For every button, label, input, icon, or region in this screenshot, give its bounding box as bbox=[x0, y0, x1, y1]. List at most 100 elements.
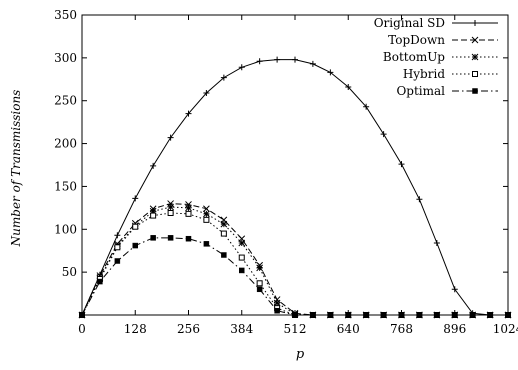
series-line-optimal bbox=[81, 237, 508, 316]
data-point-bottomup bbox=[203, 210, 210, 218]
data-point-original-sd bbox=[256, 58, 263, 65]
data-point-hybrid bbox=[150, 212, 157, 219]
series-hybrid bbox=[79, 210, 511, 318]
data-point-optimal bbox=[292, 312, 298, 318]
axes: 0 128 256 384 512 640 768 896 1024 50 100 150 200 250… bbox=[54, 8, 518, 336]
data-point-hybrid bbox=[220, 230, 227, 237]
data-point-optimal bbox=[185, 235, 192, 242]
data-point-optimal bbox=[434, 312, 440, 318]
data-point-original-sd bbox=[150, 162, 157, 169]
data-point-optimal bbox=[345, 312, 351, 318]
legend-label-hybrid: Hybrid bbox=[403, 67, 446, 81]
x-tick-label: 128 bbox=[124, 322, 147, 336]
data-point-optimal bbox=[150, 235, 156, 241]
x-tick-label: 640 bbox=[337, 322, 360, 336]
data-point-bottomup bbox=[149, 207, 157, 215]
data-point-optimal bbox=[398, 312, 405, 318]
data-point-original-sd bbox=[132, 195, 139, 202]
data-point-original-sd bbox=[380, 131, 387, 138]
data-point-optimal bbox=[221, 252, 227, 258]
data-point-hybrid bbox=[132, 223, 139, 230]
data-point-optimal bbox=[132, 242, 138, 249]
data-point-optimal bbox=[256, 286, 263, 293]
legend-label-bottomup: BottomUp bbox=[383, 50, 445, 64]
data-point-original-sd bbox=[167, 134, 174, 141]
data-point-original-sd bbox=[292, 56, 298, 63]
y-tick-label: 300 bbox=[54, 51, 77, 65]
series-original-sd bbox=[79, 56, 511, 318]
data-point-original-sd bbox=[451, 286, 458, 293]
data-point-optimal bbox=[79, 312, 85, 318]
series-group bbox=[78, 56, 512, 319]
data-point-hybrid bbox=[185, 210, 192, 217]
data-point-original-sd bbox=[220, 74, 227, 81]
data-point-original-sd bbox=[398, 161, 405, 168]
data-point-optimal bbox=[363, 312, 369, 318]
data-point-original-sd bbox=[185, 110, 192, 117]
x-tick-label: 512 bbox=[284, 322, 307, 336]
data-point-hybrid bbox=[238, 254, 245, 261]
data-point-original-sd bbox=[433, 240, 440, 246]
data-point-optimal bbox=[167, 235, 174, 241]
x-tick-label: 768 bbox=[390, 322, 413, 336]
x-axis-label: p bbox=[296, 347, 305, 362]
data-point-hybrid bbox=[256, 280, 263, 287]
data-point-original-sd bbox=[363, 103, 370, 110]
data-point-optimal bbox=[97, 278, 103, 285]
y-tick-label: 50 bbox=[62, 265, 77, 279]
legend-label-topdown: TopDown bbox=[388, 33, 445, 47]
data-point-optimal bbox=[327, 312, 334, 318]
data-point-optimal bbox=[505, 312, 511, 318]
legend-marker-topdown bbox=[471, 36, 479, 44]
data-point-optimal bbox=[380, 312, 387, 318]
x-tick-label: 896 bbox=[443, 322, 466, 336]
legend-marker-hybrid bbox=[472, 71, 478, 77]
y-tick-label: 250 bbox=[54, 94, 77, 108]
y-tick-label: 100 bbox=[54, 222, 77, 236]
legend-label-optimal: Optimal bbox=[396, 84, 445, 98]
x-tick-label: 384 bbox=[230, 322, 253, 336]
y-tick-label: 150 bbox=[54, 179, 77, 193]
data-point-bottomup bbox=[273, 299, 281, 307]
x-tick-label: 256 bbox=[177, 322, 200, 336]
data-point-original-sd bbox=[345, 84, 352, 90]
data-point-bottomup bbox=[185, 204, 192, 212]
y-tick-label: 200 bbox=[54, 137, 77, 151]
data-point-original-sd bbox=[203, 90, 210, 96]
legend-marker-optimal bbox=[472, 88, 478, 94]
data-point-optimal bbox=[416, 312, 423, 318]
x-tick-label: 0 bbox=[78, 322, 86, 336]
series-optimal bbox=[79, 235, 511, 318]
legend-label-original-sd: Original SD bbox=[374, 16, 445, 30]
data-point-optimal bbox=[487, 312, 493, 318]
data-point-bottomup bbox=[167, 203, 174, 211]
legend-marker-bottomup bbox=[471, 53, 479, 61]
data-point-optimal bbox=[452, 312, 458, 318]
data-point-hybrid bbox=[114, 244, 121, 251]
series-bottomup bbox=[78, 203, 512, 319]
data-point-hybrid bbox=[203, 216, 210, 223]
data-point-original-sd bbox=[274, 56, 281, 63]
y-tick-label: 350 bbox=[54, 8, 77, 22]
data-point-original-sd bbox=[309, 60, 316, 67]
data-point-hybrid bbox=[167, 210, 174, 216]
data-point-original-sd bbox=[114, 232, 121, 239]
series-line-hybrid bbox=[81, 212, 508, 316]
data-point-optimal bbox=[274, 307, 280, 314]
series-topdown bbox=[78, 200, 512, 319]
data-point-optimal bbox=[114, 258, 121, 264]
legend: Original SD TopDown BottomUp Hybrid Optimal bbox=[374, 16, 498, 98]
data-point-topdown bbox=[203, 205, 210, 213]
data-point-original-sd bbox=[238, 64, 245, 71]
legend-marker-original-sd bbox=[472, 20, 478, 26]
data-point-original-sd bbox=[327, 69, 334, 76]
data-point-original-sd bbox=[416, 196, 423, 203]
data-point-optimal bbox=[469, 312, 476, 318]
data-point-optimal bbox=[310, 312, 316, 318]
data-point-optimal bbox=[239, 267, 245, 274]
data-point-optimal bbox=[203, 241, 210, 247]
data-point-bottomup bbox=[256, 264, 263, 272]
y-axis-label: Number of Transmissions bbox=[9, 90, 23, 248]
x-tick-label: 1024 bbox=[493, 322, 518, 336]
